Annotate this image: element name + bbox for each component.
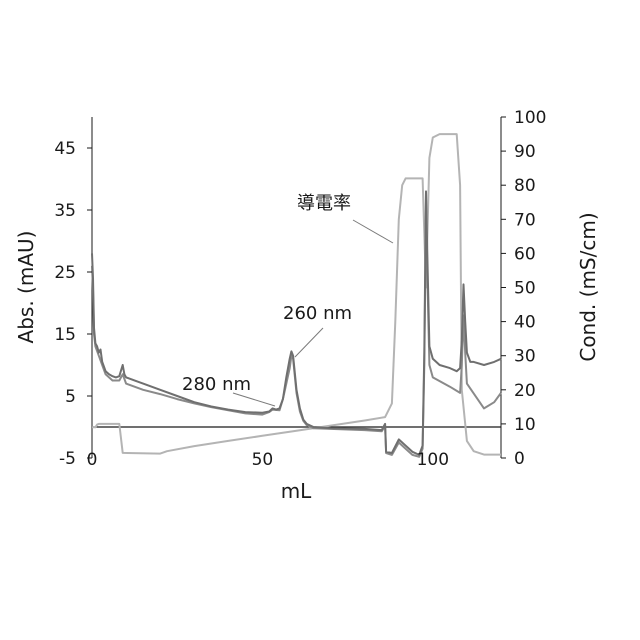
series-line-conductivity	[92, 134, 501, 455]
y-left-tick-label: 5	[65, 387, 76, 407]
y-left-tick-label: 25	[54, 263, 76, 283]
annotation-leader-conductivity	[353, 220, 393, 243]
y-right-tick-label: 60	[514, 244, 536, 264]
y-right-tick-label: 80	[514, 176, 536, 196]
x-axis-title: mL	[281, 479, 312, 503]
axes	[92, 117, 501, 458]
y-left-tick-label: 35	[54, 201, 76, 221]
y-axis-right-title: Cond. (mS/cm)	[576, 212, 600, 361]
annotation-label-260: 260 nm	[283, 303, 352, 324]
x-tick-label: 0	[87, 450, 98, 470]
annotation-leader-260	[295, 328, 323, 357]
x-tick-label: 100	[417, 450, 449, 470]
series-line-280nm	[92, 210, 501, 457]
y-left-tick-label: 45	[54, 139, 76, 159]
y-right-tick-label: 30	[514, 347, 536, 367]
y-left-tick-label: 15	[54, 325, 76, 345]
series-layer	[92, 134, 501, 457]
y-right-tick-label: 50	[514, 279, 536, 299]
y-right-tick-label: 0	[514, 449, 525, 469]
annotation-label-280: 280 nm	[182, 374, 251, 395]
annotation-label-conductivity: 導電率	[297, 193, 351, 214]
y-right-tick-label: 100	[514, 108, 546, 128]
y-right-tick-label: 10	[514, 415, 536, 435]
y-left-tick-label: -5	[59, 449, 76, 469]
x-tick-label: 50	[252, 450, 274, 470]
y-right-tick-label: 70	[514, 210, 536, 230]
y-right-tick-label: 90	[514, 142, 536, 162]
y-axis-left-title: Abs. (mAU)	[14, 231, 38, 344]
y-right-tick-label: 20	[514, 381, 536, 401]
y-right-tick-label: 40	[514, 313, 536, 333]
